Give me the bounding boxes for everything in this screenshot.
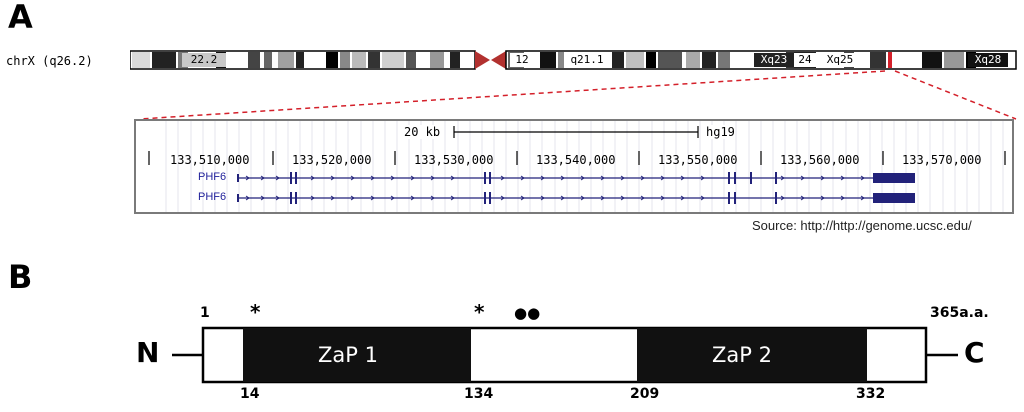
- assembly-label: hg19: [706, 125, 735, 139]
- coordinate-label: 133,570,000: [902, 153, 982, 167]
- scale-bar-label: 20 kb: [404, 125, 441, 139]
- band-label: 22.2: [182, 53, 226, 67]
- band-label: Xq28: [968, 53, 1008, 67]
- panel-a-letter: A: [8, 0, 33, 36]
- chromosome-label: chrX (q26.2): [6, 54, 93, 68]
- zap2-start-label: 209: [630, 386, 660, 402]
- zap1-end-label: 134: [464, 386, 494, 402]
- gene-label-phf6[interactable]: PHF6: [198, 191, 227, 203]
- coordinate-label: 133,550,000: [658, 153, 738, 167]
- zap2-end-label: 332: [856, 386, 886, 402]
- panel-b-letter: B: [8, 258, 33, 296]
- coordinate-label: 133,520,000: [292, 153, 372, 167]
- start-position-label: 1: [200, 305, 210, 321]
- coordinate-label: 133,560,000: [780, 153, 860, 167]
- band-label: Xq25: [818, 53, 862, 67]
- zoom-lines: [139, 70, 1017, 120]
- band-label: 12: [510, 53, 534, 67]
- dots-marker: ●●: [514, 304, 541, 322]
- zap1-domain: [243, 328, 471, 382]
- star-marker: *: [250, 300, 261, 324]
- coordinate-label: 133,530,000: [414, 153, 494, 167]
- source-citation: Source: http://http://genome.ucsc.edu/: [752, 218, 972, 233]
- coordinate-label: 133,510,000: [170, 153, 250, 167]
- star-marker: *: [474, 300, 485, 324]
- band-label: 24: [794, 53, 816, 67]
- end-position-label: 365a.a.: [930, 305, 989, 321]
- zap1-label: ZaP 1: [318, 343, 378, 367]
- zap1-start-label: 14: [240, 386, 260, 402]
- zap2-label: ZaP 2: [712, 343, 772, 367]
- protein-diagram: [172, 326, 958, 384]
- band-label: Xq23: [754, 53, 794, 67]
- n-terminus-label: N: [136, 336, 160, 369]
- gene-label-phf6[interactable]: PHF6: [198, 171, 227, 183]
- c-terminus-label: C: [964, 336, 985, 369]
- coordinate-label: 133,540,000: [536, 153, 616, 167]
- genome-browser-panel: 20 kb hg19 133,510,000 133,520,000 133,5…: [134, 119, 1014, 214]
- band-label: q21.1: [565, 53, 609, 67]
- zap2-domain: [637, 328, 867, 382]
